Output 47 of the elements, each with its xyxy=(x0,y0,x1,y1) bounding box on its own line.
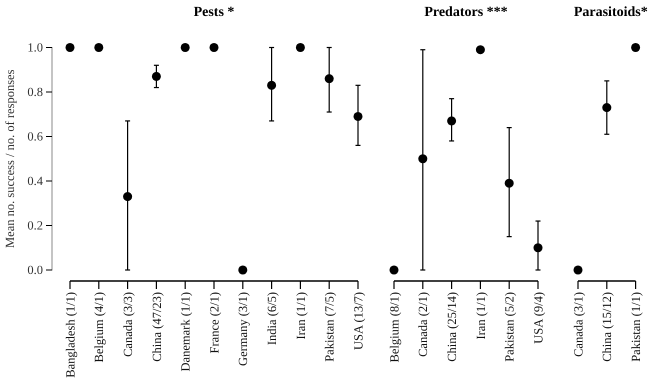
point xyxy=(267,80,276,90)
y-tick-label: 1.0 xyxy=(27,40,43,54)
x-tick-label: Iran (1/1) xyxy=(294,292,308,340)
x-tick-label: China (25/14) xyxy=(444,292,459,362)
x-tick-label: Danemark (1/1) xyxy=(178,292,193,372)
x-tick-label: Bangladesh (1/1) xyxy=(63,292,78,378)
x-tick-label: Germany (3/1) xyxy=(236,292,250,366)
x-tick-label: Belgium (8/1) xyxy=(387,292,402,362)
x-tick-label: China (47/23) xyxy=(150,292,164,362)
point xyxy=(238,265,248,275)
point xyxy=(504,178,514,188)
chart-title: Parasitoids* xyxy=(574,5,648,20)
y-tick-label: 0.4 xyxy=(27,174,44,188)
y-tick-label: 0.0 xyxy=(27,263,43,277)
point xyxy=(209,42,219,52)
x-tick-label: Pakistan (1/1) xyxy=(628,292,643,362)
point xyxy=(65,42,75,52)
x-tick-label: Pakistan (7/5) xyxy=(322,292,337,362)
point xyxy=(476,45,485,54)
point xyxy=(296,42,305,52)
x-tick-label: Canada (2/1) xyxy=(416,292,430,357)
x-tick-label: Belgium (4/1) xyxy=(92,292,106,362)
chart-title: Pests * xyxy=(194,5,234,20)
point xyxy=(533,243,543,252)
y-tick-label: 0.6 xyxy=(27,130,43,144)
point xyxy=(94,42,104,52)
x-tick-label: India (6/5) xyxy=(264,292,279,346)
x-tick-label: Canada (3/1) xyxy=(571,292,586,357)
x-tick-label: USA (9/4) xyxy=(531,292,546,344)
x-tick-label: China (15/12) xyxy=(600,292,614,362)
y-tick-label: 0.8 xyxy=(27,85,43,99)
point xyxy=(447,116,456,126)
point xyxy=(389,265,399,275)
x-tick-label: USA (13/7) xyxy=(351,292,366,350)
x-tick-label: Iran (1/1) xyxy=(474,292,488,340)
y-axis-title: Mean no. success / no. of responses xyxy=(3,69,17,248)
point xyxy=(418,154,428,164)
chart-title: Predators *** xyxy=(424,5,508,20)
x-tick-label: Pakistan (5/2) xyxy=(502,292,517,362)
point xyxy=(180,42,190,52)
point xyxy=(152,72,161,81)
point xyxy=(324,74,334,84)
x-tick-label: Canada (3/3) xyxy=(120,292,135,357)
y-tick-label: 0.2 xyxy=(27,218,43,232)
point xyxy=(123,192,132,202)
point xyxy=(353,112,363,121)
x-tick-label: France (2/1) xyxy=(207,292,222,354)
